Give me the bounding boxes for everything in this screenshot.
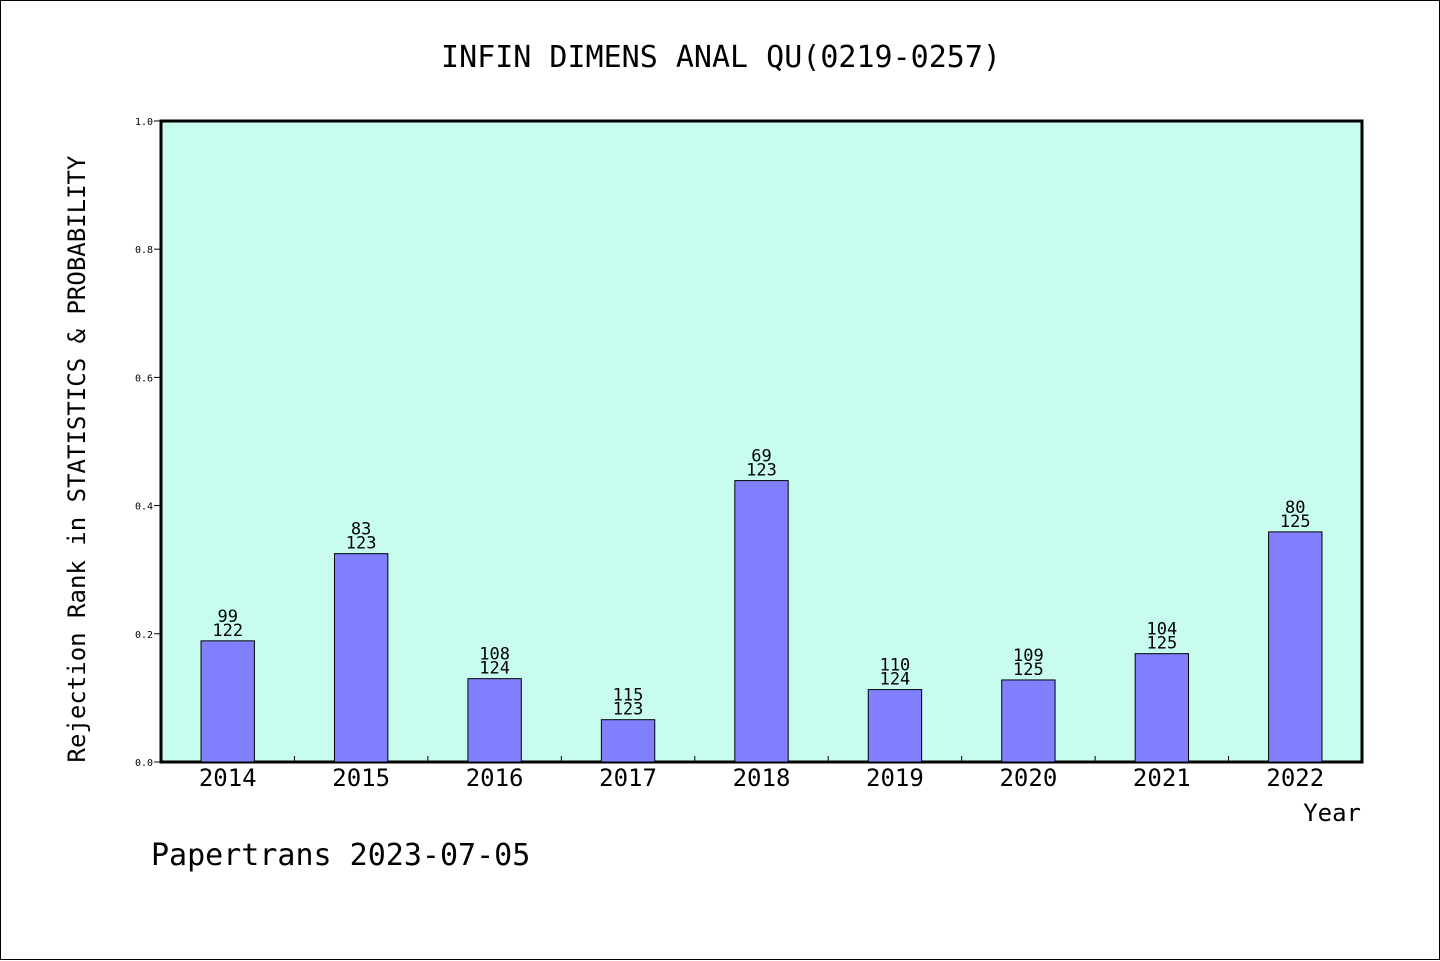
bar-2014 [200, 640, 255, 763]
y-axis: 0.0 0.2 0.4 0.6 0.8 1.0 [135, 117, 161, 769]
bar-2020 [1001, 679, 1056, 763]
bar-series [200, 480, 1323, 763]
x-tick-label: 2014 [199, 764, 257, 792]
bar-2022 [1268, 531, 1323, 763]
x-tick-label: 2020 [999, 764, 1057, 792]
bar-rank-label: 108 [479, 645, 510, 665]
bar-2021 [1134, 653, 1190, 763]
y-tick-label: 0.2 [135, 630, 153, 641]
bar-total-label: 125 [1146, 634, 1177, 654]
bar-2019 [867, 689, 923, 763]
bar-rank-label: 109 [1013, 646, 1044, 666]
chart-title: INFIN DIMENS ANAL QU(0219-0257) [441, 40, 1001, 75]
bar-total-label: 123 [346, 534, 377, 554]
bar-rank-label: 80 [1285, 498, 1305, 518]
bar-rank-label: 115 [613, 686, 644, 706]
x-tick-label: 2015 [332, 764, 390, 792]
bar-rank-label: 104 [1146, 620, 1177, 640]
bar-rank-label: 69 [751, 447, 771, 467]
bar-2015 [333, 553, 389, 763]
bar-2018 [734, 480, 789, 763]
x-axis-label: Year [1303, 799, 1361, 827]
bar-total-label: 122 [212, 621, 243, 641]
x-axis: 2014 2015 2016 2017 2018 2019 2020 2021 2022 [199, 756, 1324, 792]
bar-2017 [600, 719, 656, 763]
y-axis-label: Rejection Rank in STATISTICS & PROBABILI… [63, 155, 91, 762]
bar-total-label: 123 [746, 461, 777, 481]
bar-total-label: 124 [880, 670, 911, 690]
bar-2016 [467, 678, 522, 763]
y-tick-label: 0.8 [135, 245, 153, 256]
bar-total-label: 123 [613, 700, 644, 720]
x-tick-label: 2017 [599, 764, 657, 792]
bar-rank-label: 99 [217, 607, 237, 627]
x-tick-label: 2018 [733, 764, 791, 792]
x-tick-label: 2021 [1133, 764, 1191, 792]
bar-total-label: 125 [1013, 660, 1044, 680]
bar-labels: 9912283123108124115123691231101241091251… [212, 447, 1310, 720]
y-tick-label: 1.0 [135, 117, 153, 128]
x-tick-label: 2016 [466, 764, 524, 792]
y-tick-label: 0.4 [135, 502, 153, 513]
bar-total-label: 124 [479, 659, 510, 679]
x-tick-label: 2019 [866, 764, 924, 792]
x-tick-label: 2022 [1266, 764, 1324, 792]
bar-rank-label: 110 [880, 656, 911, 676]
bar-total-label: 125 [1280, 512, 1311, 532]
source-footer: Papertrans 2023-07-05 [151, 838, 530, 873]
y-tick-label: 0.0 [135, 758, 153, 769]
y-tick-label: 0.6 [135, 373, 153, 384]
bar-rank-label: 83 [351, 520, 371, 540]
